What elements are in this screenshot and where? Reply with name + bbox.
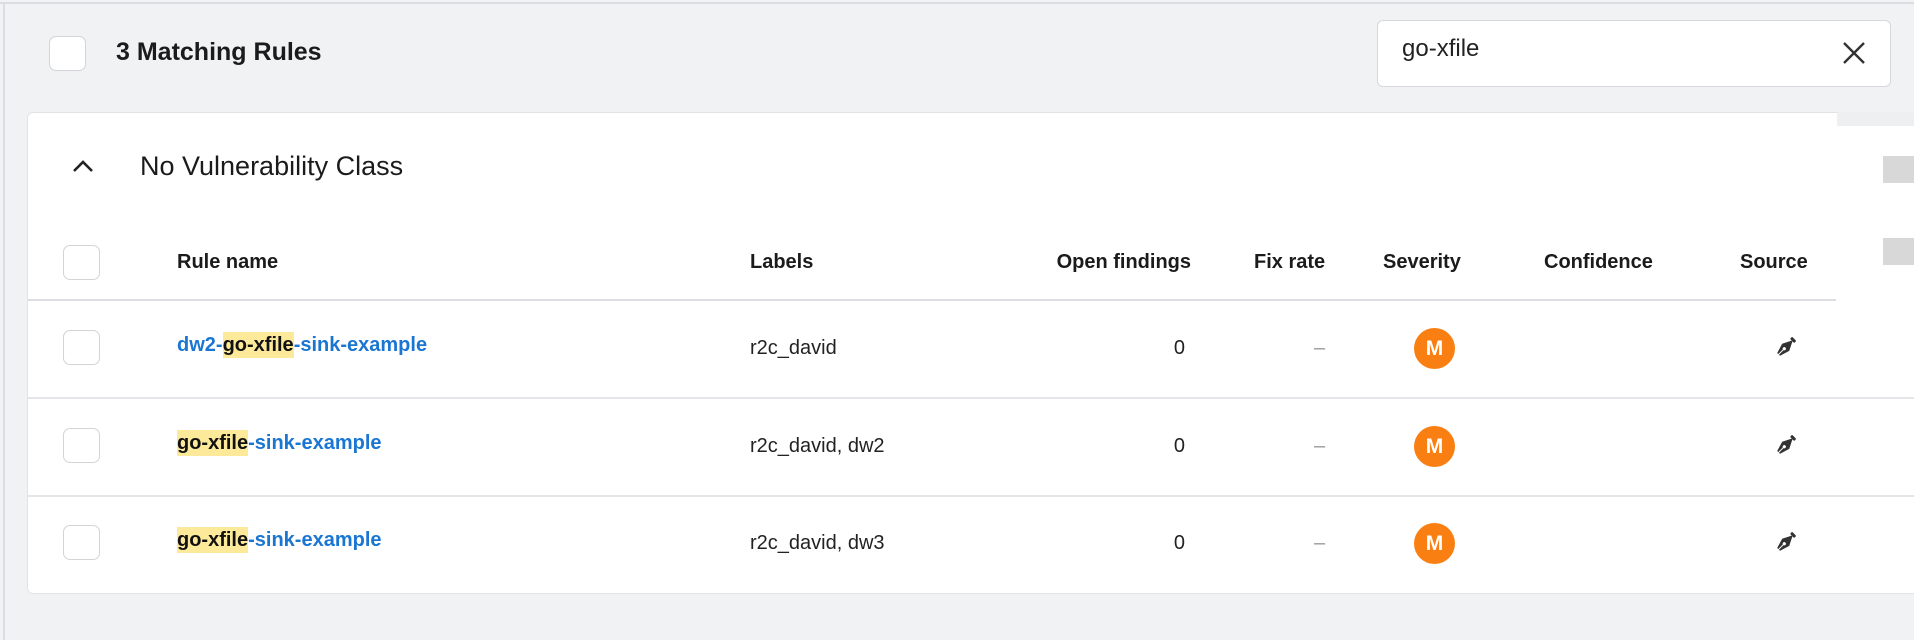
column-open-findings[interactable]: Open findings [1056,251,1191,273]
matching-rules-count: 3 Matching Rules [116,38,322,66]
rule-name-link[interactable]: dw2-go-xfile-sink-example [177,332,428,358]
select-all-checkbox[interactable] [49,36,86,71]
rule-labels: r2c_david, dw2 [750,435,885,457]
search-box[interactable] [1377,20,1891,87]
row-divider [28,397,1914,399]
fix-rate: – [1314,532,1326,554]
search-highlight: go-xfile [222,332,294,358]
severity-badge: M [1414,426,1455,467]
column-rule-name[interactable]: Rule name [177,251,279,273]
rule-name-prefix: dw2- [177,334,223,356]
row-divider [28,495,1914,497]
open-findings: 0 [1173,337,1185,359]
search-highlight: go-xfile [177,527,249,553]
pen-nib-icon [1772,433,1798,459]
severity-badge: M [1414,328,1455,369]
chevron-up-icon[interactable] [70,156,96,176]
open-findings: 0 [1173,435,1185,457]
rule-labels: r2c_david [750,337,837,359]
scrollbar-track [1837,112,1914,126]
severity-badge: M [1414,523,1455,564]
column-fix-rate[interactable]: Fix rate [1254,251,1326,273]
fix-rate: – [1314,337,1326,359]
column-severity[interactable]: Severity [1383,251,1461,273]
pen-nib-icon [1772,530,1798,556]
rule-name-suffix: -sink-example [248,432,382,454]
rule-name-suffix: -sink-example [248,529,382,551]
row-checkbox[interactable] [63,525,100,560]
rule-name-link[interactable]: go-xfile-sink-example [177,430,382,456]
search-highlight: go-xfile [177,430,249,456]
fix-rate: – [1314,435,1326,457]
search-input[interactable] [1402,35,1802,63]
column-confidence[interactable]: Confidence [1544,251,1653,273]
open-findings: 0 [1173,532,1185,554]
left-border [3,4,5,640]
top-border [0,0,1914,4]
rule-name-suffix: -sink-example [293,334,428,356]
row-checkbox[interactable] [63,428,100,463]
rule-labels: r2c_david, dw3 [750,532,885,554]
group-select-checkbox[interactable] [63,245,100,280]
group-title: No Vulnerability Class [140,151,404,181]
row-checkbox[interactable] [63,330,100,365]
pen-nib-icon [1772,335,1798,361]
scrollbar-thumb[interactable] [1883,156,1914,183]
header-divider [28,299,1836,301]
column-labels[interactable]: Labels [750,251,814,273]
rule-name-link[interactable]: go-xfile-sink-example [177,527,382,553]
close-icon[interactable] [1840,39,1868,67]
scrollbar-thumb[interactable] [1883,238,1914,265]
column-source[interactable]: Source [1740,251,1808,273]
rules-group-card [27,112,1914,594]
